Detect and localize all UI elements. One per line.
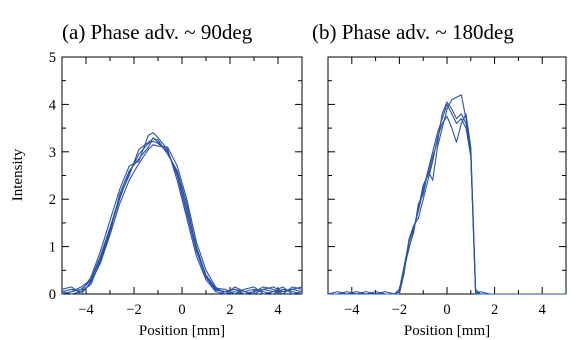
series-line-1 <box>61 140 303 295</box>
panel-b-tick-labels: −4 −2 0 2 4 <box>344 302 546 318</box>
x-tick-label: 0 <box>178 302 185 318</box>
panel-a-xlabel: Position [mm] <box>139 323 225 339</box>
panel-a: (a) Phase adv. ~ 90deg −4 −2 0 2 4 0 1 2 3 4 5 Pos… <box>10 20 303 339</box>
x-tick-label: −2 <box>392 302 407 318</box>
y-tick-label: 4 <box>49 97 57 113</box>
x-tick-label: 4 <box>539 302 547 318</box>
x-tick-label: 0 <box>443 302 450 318</box>
panel-b-title: (b) Phase adv. ~ 180deg <box>312 20 514 44</box>
x-tick-label: −4 <box>344 302 360 318</box>
series-line-4 <box>328 101 566 295</box>
series-line-3 <box>328 113 566 295</box>
series-line-2 <box>327 94 566 295</box>
y-tick-label: 1 <box>49 240 56 256</box>
y-tick-label: 2 <box>49 192 56 208</box>
y-tick-label: 5 <box>49 50 56 66</box>
x-tick-label: 2 <box>491 302 498 318</box>
panel-b-frame <box>327 56 567 295</box>
series-line-1 <box>328 103 566 295</box>
series-line-5 <box>61 137 303 295</box>
panel-a-tick-labels: −4 −2 0 2 4 0 1 2 3 4 5 <box>49 50 283 318</box>
panel-a-title: (a) Phase adv. ~ 90deg <box>62 20 253 44</box>
series-line-3 <box>61 144 303 295</box>
panel-b-xlabel: Position [mm] <box>404 323 490 339</box>
panel-b-ticks <box>327 56 567 295</box>
panel-a-ylabel: Intensity <box>10 148 26 201</box>
x-tick-label: 2 <box>226 302 233 318</box>
series-line-4 <box>61 137 303 295</box>
panel-b: (b) Phase adv. ~ 180deg −4 −2 0 2 4 Position… <box>312 20 567 339</box>
x-tick-label: −2 <box>126 302 141 318</box>
x-tick-label: 4 <box>274 302 282 318</box>
y-tick-label: 0 <box>49 287 56 303</box>
x-tick-label: −4 <box>78 302 94 318</box>
series-line-2 <box>61 132 303 295</box>
panel-b-series <box>327 94 566 295</box>
y-tick-label: 3 <box>49 145 56 161</box>
panel-a-series <box>61 132 303 295</box>
